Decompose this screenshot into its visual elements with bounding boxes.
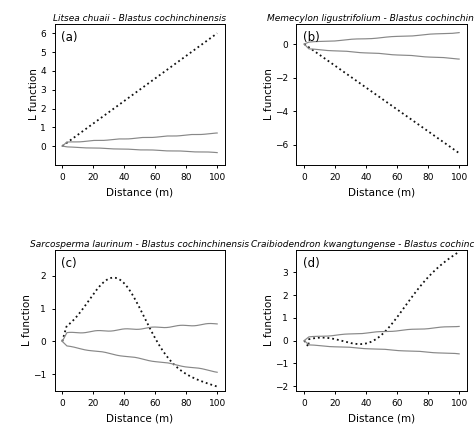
Y-axis label: L function: L function — [264, 69, 273, 120]
Y-axis label: L function: L function — [264, 294, 273, 346]
Y-axis label: L function: L function — [29, 69, 39, 120]
Text: (d): (d) — [303, 256, 320, 270]
Text: (b): (b) — [303, 31, 320, 44]
Y-axis label: L function: L function — [21, 294, 32, 346]
Title: Sarcosperma laurinum - Blastus cochinchinensis: Sarcosperma laurinum - Blastus cochinchi… — [30, 240, 249, 249]
Text: (c): (c) — [61, 256, 77, 270]
Text: (a): (a) — [61, 31, 78, 44]
Title: Memecylon ligustrifolium - Blastus cochinchinensis: Memecylon ligustrifolium - Blastus cochi… — [267, 14, 474, 23]
X-axis label: Distance (m): Distance (m) — [348, 414, 415, 424]
X-axis label: Distance (m): Distance (m) — [106, 188, 173, 198]
Title: Craibiodendron kwangtungense - Blastus cochinchinensis: Craibiodendron kwangtungense - Blastus c… — [251, 240, 474, 249]
X-axis label: Distance (m): Distance (m) — [106, 414, 173, 424]
Title: Litsea chuaii - Blastus cochinchinensis: Litsea chuaii - Blastus cochinchinensis — [53, 14, 226, 23]
X-axis label: Distance (m): Distance (m) — [348, 188, 415, 198]
